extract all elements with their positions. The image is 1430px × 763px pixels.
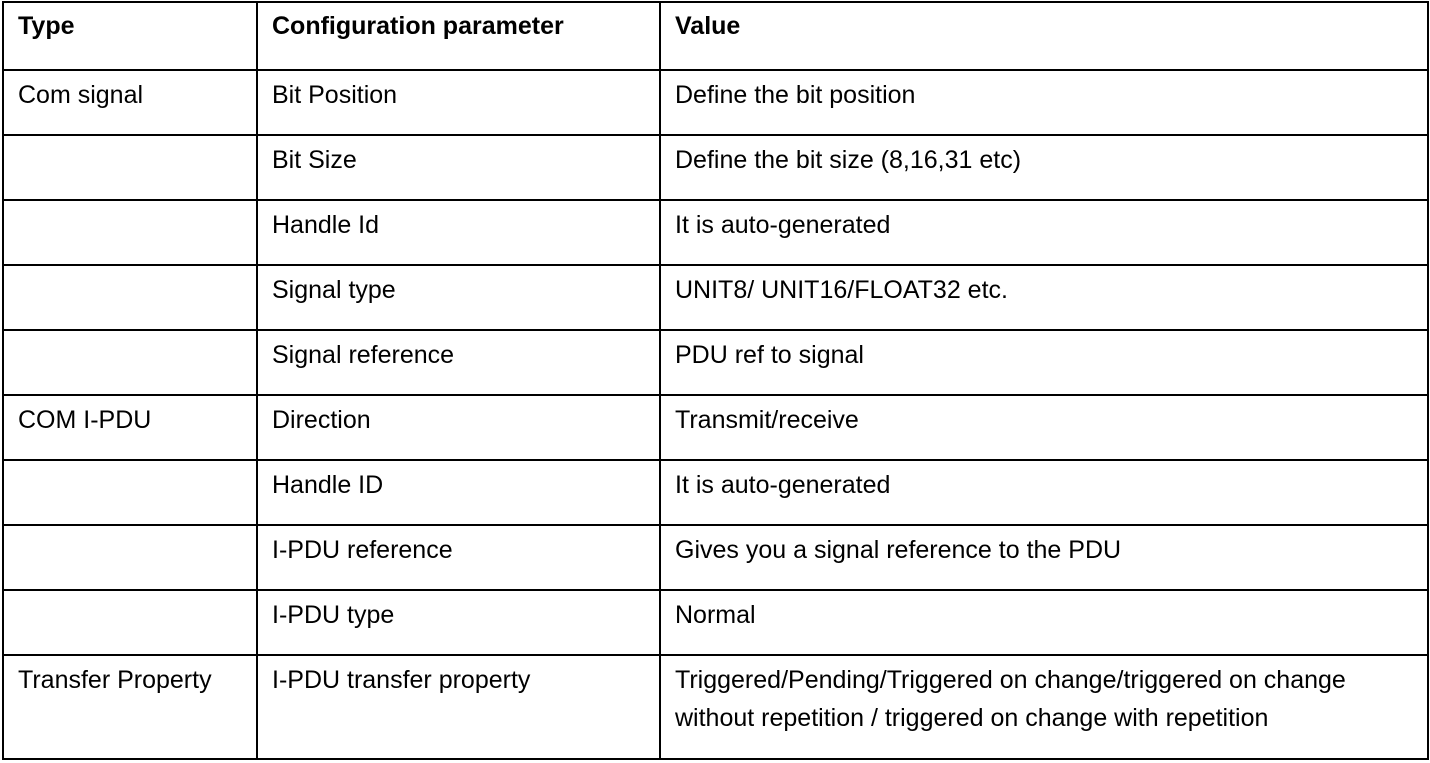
cell-type <box>2 329 258 396</box>
cell-value: Normal <box>659 589 1429 656</box>
cell-parameter: Signal reference <box>256 329 661 396</box>
cell-value: It is auto-generated <box>659 459 1429 526</box>
cell-type <box>2 524 258 591</box>
cell-type: Com signal <box>2 69 258 136</box>
cell-value: Gives you a signal reference to the PDU <box>659 524 1429 591</box>
table-row: I-PDU type Normal <box>2 589 1429 656</box>
header-value: Value <box>659 1 1429 71</box>
table-row: Handle ID It is auto-generated <box>2 459 1429 526</box>
cell-value: Triggered/Pending/Triggered on change/tr… <box>659 654 1429 760</box>
cell-parameter: Bit Size <box>256 134 661 201</box>
cell-type <box>2 459 258 526</box>
cell-value: Transmit/receive <box>659 394 1429 461</box>
cell-value: It is auto-generated <box>659 199 1429 266</box>
table-row: Signal type UNIT8/ UNIT16/FLOAT32 etc. <box>2 264 1429 331</box>
table-row: Com signal Bit Position Define the bit p… <box>2 69 1429 136</box>
table-row: Transfer Property I-PDU transfer propert… <box>2 654 1429 760</box>
cell-parameter: I-PDU transfer property <box>256 654 661 760</box>
cell-parameter: Handle ID <box>256 459 661 526</box>
cell-value: PDU ref to signal <box>659 329 1429 396</box>
table-row: Bit Size Define the bit size (8,16,31 et… <box>2 134 1429 201</box>
cell-type: COM I-PDU <box>2 394 258 461</box>
cell-value: Define the bit position <box>659 69 1429 136</box>
table-row: Signal reference PDU ref to signal <box>2 329 1429 396</box>
header-type: Type <box>2 1 258 71</box>
cell-parameter: Handle Id <box>256 199 661 266</box>
cell-parameter: I-PDU type <box>256 589 661 656</box>
cell-parameter: Signal type <box>256 264 661 331</box>
table-row: Handle Id It is auto-generated <box>2 199 1429 266</box>
cell-type: Transfer Property <box>2 654 258 760</box>
cell-parameter: I-PDU reference <box>256 524 661 591</box>
cell-parameter: Bit Position <box>256 69 661 136</box>
header-configuration-parameter: Configuration parameter <box>256 1 661 71</box>
cell-type <box>2 264 258 331</box>
cell-value: Define the bit size (8,16,31 etc) <box>659 134 1429 201</box>
cell-type <box>2 134 258 201</box>
cell-type <box>2 589 258 656</box>
table-row: COM I-PDU Direction Transmit/receive <box>2 394 1429 461</box>
cell-parameter: Direction <box>256 394 661 461</box>
table-row: I-PDU reference Gives you a signal refer… <box>2 524 1429 591</box>
cell-type <box>2 199 258 266</box>
cell-value: UNIT8/ UNIT16/FLOAT32 etc. <box>659 264 1429 331</box>
table-header-row: Type Configuration parameter Value <box>2 1 1429 71</box>
